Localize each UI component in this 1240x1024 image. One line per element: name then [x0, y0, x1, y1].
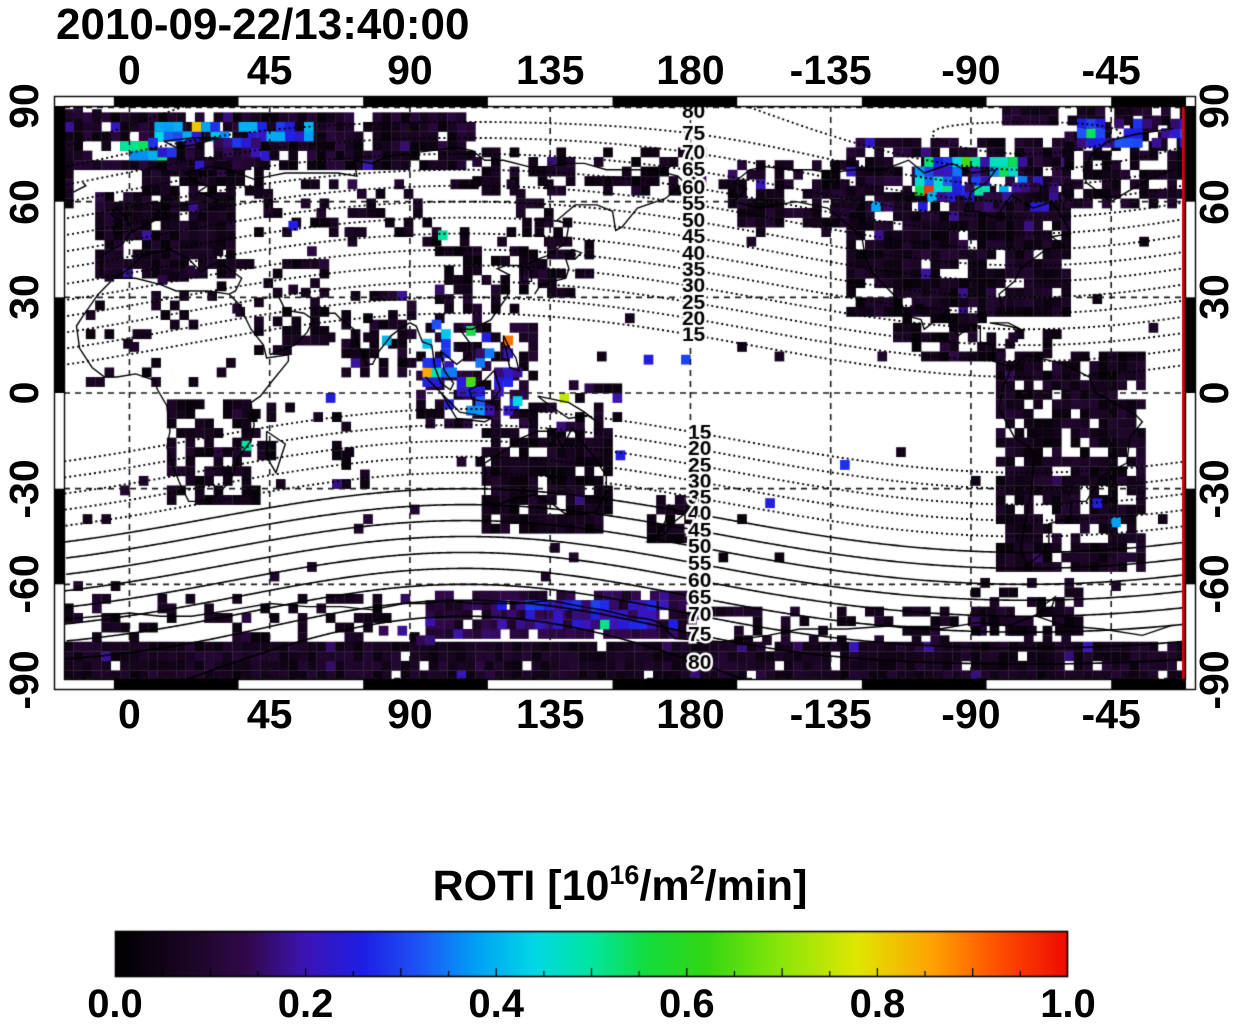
lon-tick-bottom-0: 0: [118, 691, 141, 737]
colorbar-tick-0.6: 0.6: [658, 982, 715, 1024]
lon-tick-bottom-180: 180: [656, 691, 725, 737]
lon-tick-top--90: -90: [941, 47, 1001, 93]
lat-tick-left--90: -90: [1, 650, 47, 710]
colorbar-tick-1.0: 1.0: [1040, 982, 1096, 1024]
colorbar-title-part: /min]: [704, 862, 808, 910]
plot-title: 2010-09-22/13:40:00: [56, 0, 470, 49]
lon-tick-top-135: 135: [515, 47, 585, 93]
lon-tick-top-45: 45: [246, 47, 293, 93]
lon-tick-top--135: -135: [789, 47, 872, 93]
colorbar-title-sup: 16: [609, 860, 640, 890]
lon-tick-top--45: -45: [1081, 47, 1141, 93]
colorbar-tick-0.2: 0.2: [277, 982, 334, 1024]
lat-tick-right--90: -90: [1191, 650, 1237, 710]
lon-tick-bottom-90: 90: [387, 691, 433, 737]
colorbar-tick-0.4: 0.4: [468, 982, 524, 1024]
lon-tick-top-90: 90: [387, 47, 433, 93]
lon-tick-top-0: 0: [118, 47, 141, 93]
colorbar-title: ROTI [1016/m2/min]: [0, 860, 1240, 911]
colorbar-title-sup: 2: [689, 860, 705, 890]
lon-tick-bottom-135: 135: [515, 691, 585, 737]
lon-tick-bottom--90: -90: [941, 691, 1001, 737]
colorbar-tick-0.0: 0.0: [87, 982, 143, 1024]
lon-tick-bottom--135: -135: [789, 691, 872, 737]
lon-tick-bottom--45: -45: [1081, 691, 1141, 737]
lon-tick-bottom-45: 45: [246, 691, 293, 737]
lon-tick-top-180: 180: [656, 47, 725, 93]
colorbar-tick-0.8: 0.8: [849, 982, 906, 1024]
colorbar-title-part: ROTI [10: [432, 862, 610, 910]
colorbar-title-part: /m: [639, 862, 690, 910]
